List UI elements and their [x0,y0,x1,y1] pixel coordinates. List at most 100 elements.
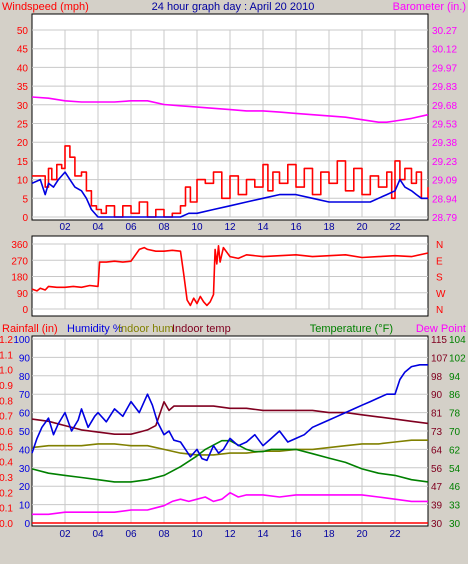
windspeed-tick-label: 30 [17,101,29,112]
temp-tick-label-a: 64 [431,445,443,456]
compass-tick-label: S [436,273,443,284]
x-tick-label: 12 [224,529,236,540]
x-tick-label: 22 [389,529,401,540]
x-tick-label: 22 [389,222,401,233]
humidity-tick-label: 30 [19,464,31,475]
humidity-tick-label: 60 [19,409,31,420]
temp-tick-label-a: 115 [431,335,447,346]
windspeed-tick-label: 20 [17,138,29,149]
x-tick-label: 14 [257,222,269,233]
rainfall-tick-label: 0.0 [0,519,13,530]
x-tick-label: 20 [356,529,368,540]
rainfall-tick-label: 0.5 [0,442,13,453]
rainfall-tick-label: 1.0 [0,366,13,377]
humidity-tick-label: 50 [19,427,31,438]
windspeed-tick-label: 0 [22,213,28,224]
direction-tick-label: 270 [11,256,28,267]
temp-tick-label-b: 86 [449,390,461,401]
rainfall-axis-title: Rainfall (in) [2,323,58,335]
x-tick-label: 06 [125,529,137,540]
humidity-tick-label: 80 [19,372,31,383]
rainfall-tick-label: 0.3 [0,473,13,484]
windspeed-tick-label: 50 [17,26,29,37]
windspeed-tick-label: 10 [17,176,29,187]
rainfall-tick-label: 1.1 [0,350,13,361]
temp-tick-label-a: 107 [431,353,448,364]
direction-tick-label: 90 [17,289,29,300]
barometer-line [31,96,429,123]
x-tick-label: 06 [125,222,137,233]
dewpoint-line [32,491,428,516]
rainfall-tick-label: 0.9 [0,381,13,392]
temp-tick-label-b: 104 [449,335,466,346]
direction-tick-label: 180 [11,273,28,284]
temp-tick-label-a: 90 [431,390,443,401]
compass-tick-label: W [436,289,446,300]
series-lines [31,96,429,524]
humidity-tick-label: 70 [19,390,31,401]
x-tick-label: 08 [158,222,170,233]
windspeed-tick-label: 45 [17,45,29,56]
wind-direction-line [31,245,429,307]
windspeed-line [32,145,429,218]
dewpoint-axis-title: Dew Point [416,323,466,335]
x-tick-label: 18 [323,222,335,233]
direction-tick-label: 0 [22,305,28,316]
temp-tick-label-a: 98 [431,372,443,383]
humidity-tick-label: 100 [13,335,30,346]
windspeed-tick-label: 40 [17,63,29,74]
windspeed-tick-label: 15 [17,157,29,168]
temp-tick-label-b: 46 [449,482,461,493]
barometer-tick-label: 29.38 [432,138,457,149]
temp-tick-label-b: 94 [449,372,461,383]
compass-tick-label: E [436,256,443,267]
rainfall-tick-label: 0.4 [0,458,13,469]
temp-tick-label-a: 47 [431,482,443,493]
indoor-temp-line [31,401,429,435]
x-tick-label: 02 [59,222,71,233]
x-tick-label: 14 [257,529,269,540]
temperature-axis-title: Temperature (°F) [310,323,393,335]
rainfall-tick-label: 0.1 [0,504,13,515]
barometer-tick-label: 28.79 [432,213,457,224]
barometer-tick-label: 29.97 [432,63,457,74]
temp-tick-label-a: 30 [431,519,443,530]
x-tick-label: 18 [323,529,335,540]
rainfall-tick-label: 1.2 [0,335,13,346]
rainfall-tick-label: 0.7 [0,412,13,423]
x-tick-label: 16 [290,529,302,540]
temp-tick-label-b: 102 [449,353,466,364]
temp-tick-label-a: 39 [431,501,443,512]
x-tick-label: 04 [92,222,104,233]
compass-tick-label: N [436,240,443,251]
x-tick-label: 12 [224,222,236,233]
humidity-tick-label: 40 [19,445,31,456]
indoor-humidity-line [31,439,428,456]
windspeed-tick-label: 25 [17,120,29,131]
barometer-tick-label: 30.12 [432,45,457,56]
barometer-tick-label: 29.53 [432,120,457,131]
barometer-axis-title: Barometer (in.) [393,1,466,13]
wind-axis-title: Windspeed (mph) [2,1,89,13]
x-tick-label: 20 [356,222,368,233]
indoor-temp-axis-title: Indoor temp [172,323,231,335]
chart-title: 24 hour graph day : April 20 2010 [152,1,315,13]
rainfall-tick-label: 0.8 [0,396,13,407]
x-tick-label: 02 [59,529,71,540]
x-tick-label: 08 [158,529,170,540]
barometer-tick-label: 29.68 [432,101,457,112]
indoor-hum-axis-title: Indoor hum [118,323,174,335]
temp-tick-label-b: 30 [449,519,461,530]
humidity-tick-label: 90 [19,353,31,364]
temp-tick-label-a: 56 [431,464,443,475]
barometer-tick-label: 28.94 [432,194,457,205]
humidity-tick-label: 10 [19,501,31,512]
windgust-line [31,171,428,218]
humidity-axis-title: Humidity % [67,323,123,335]
tick-labels: 0 5 10 15 20 25 30 35 40 45 50 28.79 28.94 29.09 29.23… [0,26,466,540]
x-tick-label: 10 [191,222,203,233]
humidity-tick-label: 0 [24,519,30,530]
compass-tick-label: N [436,305,443,316]
